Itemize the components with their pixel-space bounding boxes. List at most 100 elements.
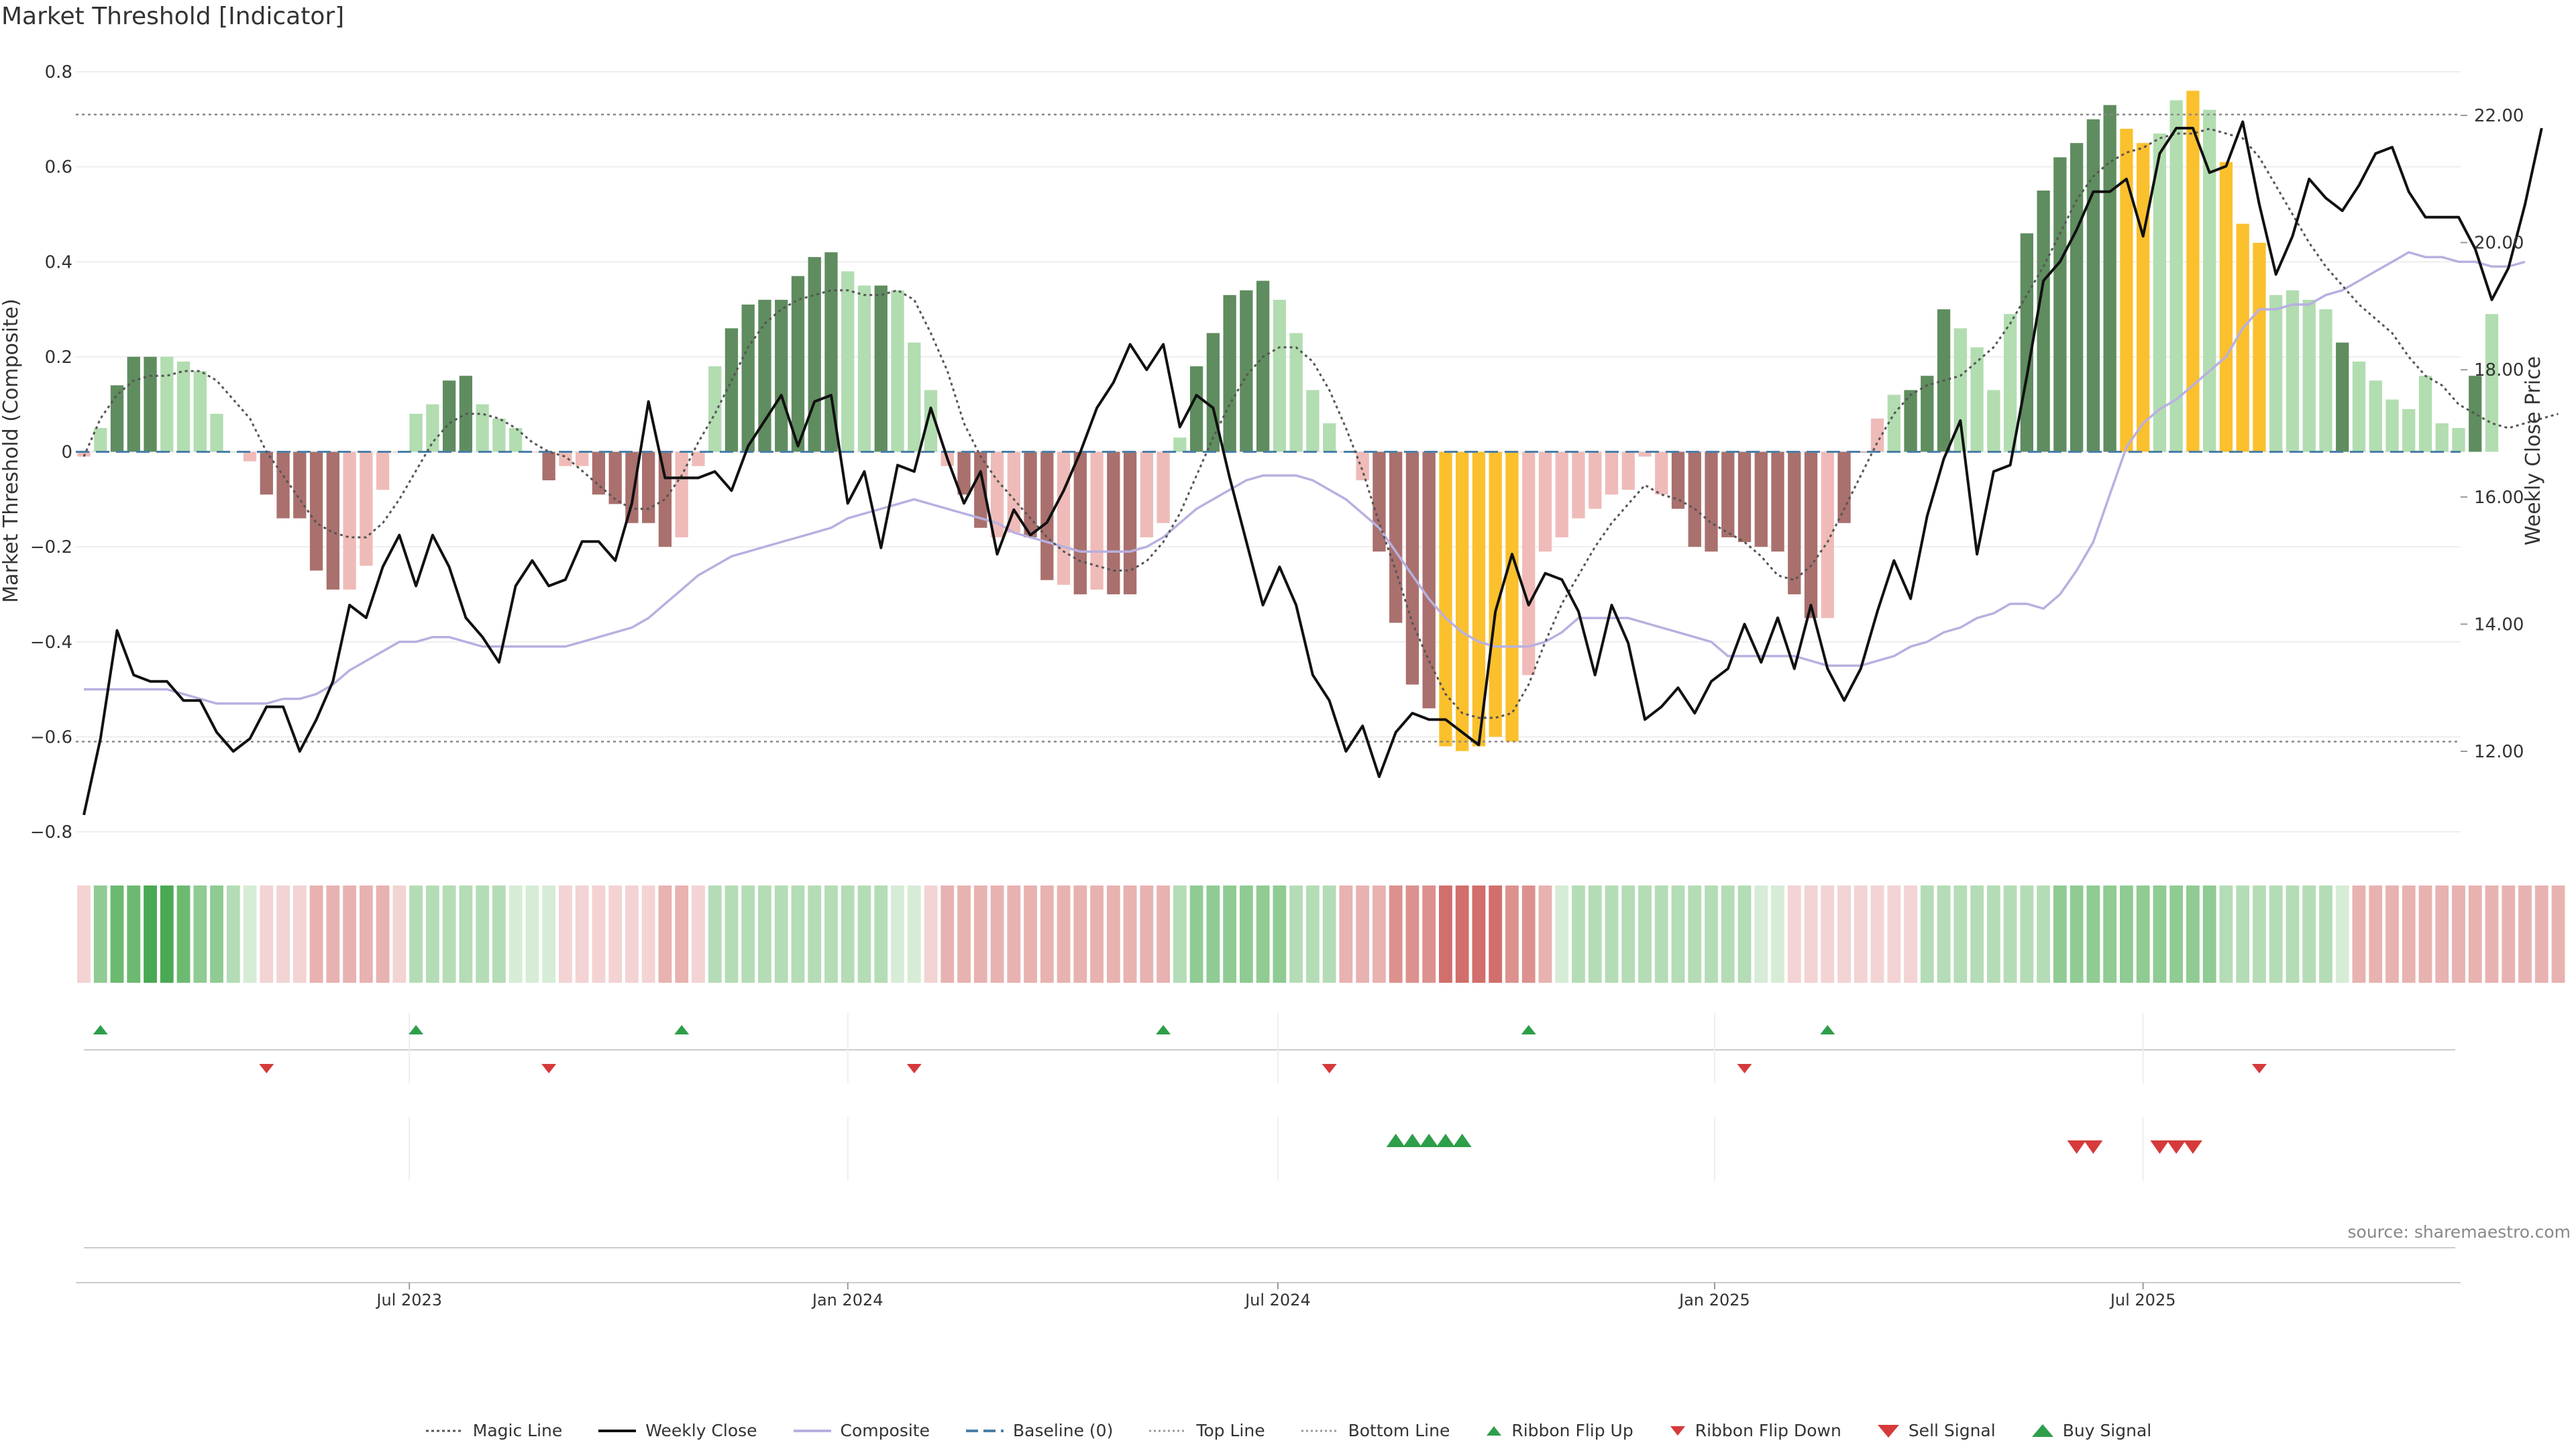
ribbon-cell (492, 885, 506, 983)
ribbon-cell (409, 885, 423, 983)
composite-bar (1373, 451, 1386, 552)
composite-bar (160, 356, 174, 452)
composite-bar (1073, 451, 1087, 594)
composite-bar (243, 451, 257, 462)
ribbon-cell (1356, 885, 1370, 983)
ribbon-cell (907, 885, 921, 983)
legend-magic-line-swatch (425, 1430, 464, 1432)
buy-signal-icon (2031, 1424, 2053, 1437)
ribbon-cell (1538, 885, 1552, 983)
ribbon-cell (2335, 885, 2349, 983)
ribbon-cell (824, 885, 838, 983)
ribbon-cell (758, 885, 771, 983)
ribbon-cell (2286, 885, 2300, 983)
composite-bar (2136, 143, 2150, 452)
ribbon-cell (160, 885, 174, 983)
magic-line (83, 127, 2559, 719)
composite-bar (542, 451, 555, 480)
composite-bar (176, 361, 191, 452)
ribbon-cell (1373, 885, 1386, 983)
composite-bar (2286, 290, 2300, 452)
composite-bar (1456, 451, 1469, 751)
composite-bar (2469, 376, 2482, 452)
composite-bar (2352, 361, 2366, 452)
legend-bottom-line-swatch (1301, 1430, 1339, 1432)
ribbon-cell (2269, 885, 2283, 983)
ribbon-cell (2452, 885, 2465, 983)
source-note: source: sharemaestro.com (2347, 1222, 2571, 1242)
ribbon-cell (260, 885, 274, 983)
ribbon-flip-up-marker (674, 1025, 690, 1034)
ribbon-cell (2153, 885, 2167, 983)
composite-bar (841, 271, 855, 452)
ribbon-cell (2518, 885, 2532, 983)
composite-bar (476, 404, 489, 452)
ribbon-cell (359, 885, 373, 983)
ribbon-cell (741, 885, 755, 983)
ribbon-cell (1505, 885, 1519, 983)
ribbon-cell (1157, 885, 1170, 983)
chart-title: Market Threshold [Indicator] (1, 3, 345, 30)
composite-bar (1589, 451, 1602, 509)
composite-bar (2418, 376, 2432, 452)
ribbon-cell (708, 885, 722, 983)
ribbon-cell (2369, 885, 2383, 983)
sell-signal-marker (2150, 1140, 2169, 1154)
ribbon-cell (857, 885, 871, 983)
composite-bar (1572, 451, 1585, 519)
ribbon-cell (724, 885, 739, 983)
composite-bar (492, 418, 506, 452)
y-tick-label-left: −0.4 (30, 633, 72, 653)
ribbon-cell (1472, 885, 1486, 983)
ribbon-cell (1804, 885, 1818, 983)
ribbon-cell (575, 885, 589, 983)
y-tick-label-left: 0.4 (45, 252, 72, 272)
buy-signal-marker (1386, 1134, 1405, 1147)
ribbon-flip-down-marker (2251, 1064, 2267, 1073)
ribbon-cell (1920, 885, 1934, 983)
ribbon-cell (343, 885, 356, 983)
composite-bar (1638, 451, 1652, 457)
legend-label: Buy Signal (2062, 1421, 2152, 1440)
composite-bar (2120, 128, 2133, 452)
ribbon-cell (243, 885, 257, 983)
ribbon-cell (675, 885, 689, 983)
composite-bar (2402, 409, 2416, 452)
legend-item-ribbon-flip-down: Ribbon Flip Down (1668, 1421, 1841, 1440)
composite-bar (276, 451, 290, 519)
ribbon-cell (559, 885, 572, 983)
legend-label: Sell Signal (1908, 1421, 1996, 1440)
ribbon-flip-up-marker (1521, 1025, 1536, 1034)
composite-bar (741, 304, 755, 452)
composite-bar (1206, 333, 1220, 452)
composite-bar (1987, 390, 2000, 452)
signal-panel (84, 1117, 2455, 1248)
composite-bar (559, 451, 572, 466)
ribbon-cell (2534, 885, 2548, 983)
y-axis-label-left: Market Threshold (Composite) (0, 299, 23, 603)
ribbon-flip-up-marker (409, 1025, 424, 1034)
legend-weekly-close-swatch (598, 1429, 637, 1432)
ribbon-cell (924, 885, 938, 983)
composite-bar (891, 290, 904, 452)
ribbon-cell (1721, 885, 1735, 983)
composite-bar (692, 451, 705, 466)
composite-bar (1804, 451, 1818, 619)
ribbon-cell (874, 885, 888, 983)
ribbon-cell (93, 885, 107, 983)
legend: Magic Line Weekly Close Composite Baseli… (0, 1421, 2576, 1440)
y-tick-label-left: 0 (61, 443, 72, 463)
ribbon-cell (1638, 885, 1652, 983)
ribbon-cell (2551, 885, 2565, 983)
buy-signal-marker (1403, 1134, 1422, 1147)
ribbon-cell (1007, 885, 1021, 983)
composite-bar (1356, 451, 1369, 480)
y-tick-label-right: 20.00 (2474, 233, 2524, 254)
ribbon-cell (2020, 885, 2034, 983)
sell-signal-icon (1877, 1424, 1899, 1438)
ribbon-cell (1173, 885, 1187, 983)
ribbon-cell (1605, 885, 1619, 983)
ribbon-cell (1854, 885, 1868, 983)
composite-bar (1921, 376, 1934, 452)
ribbon-cell (1705, 885, 1718, 983)
